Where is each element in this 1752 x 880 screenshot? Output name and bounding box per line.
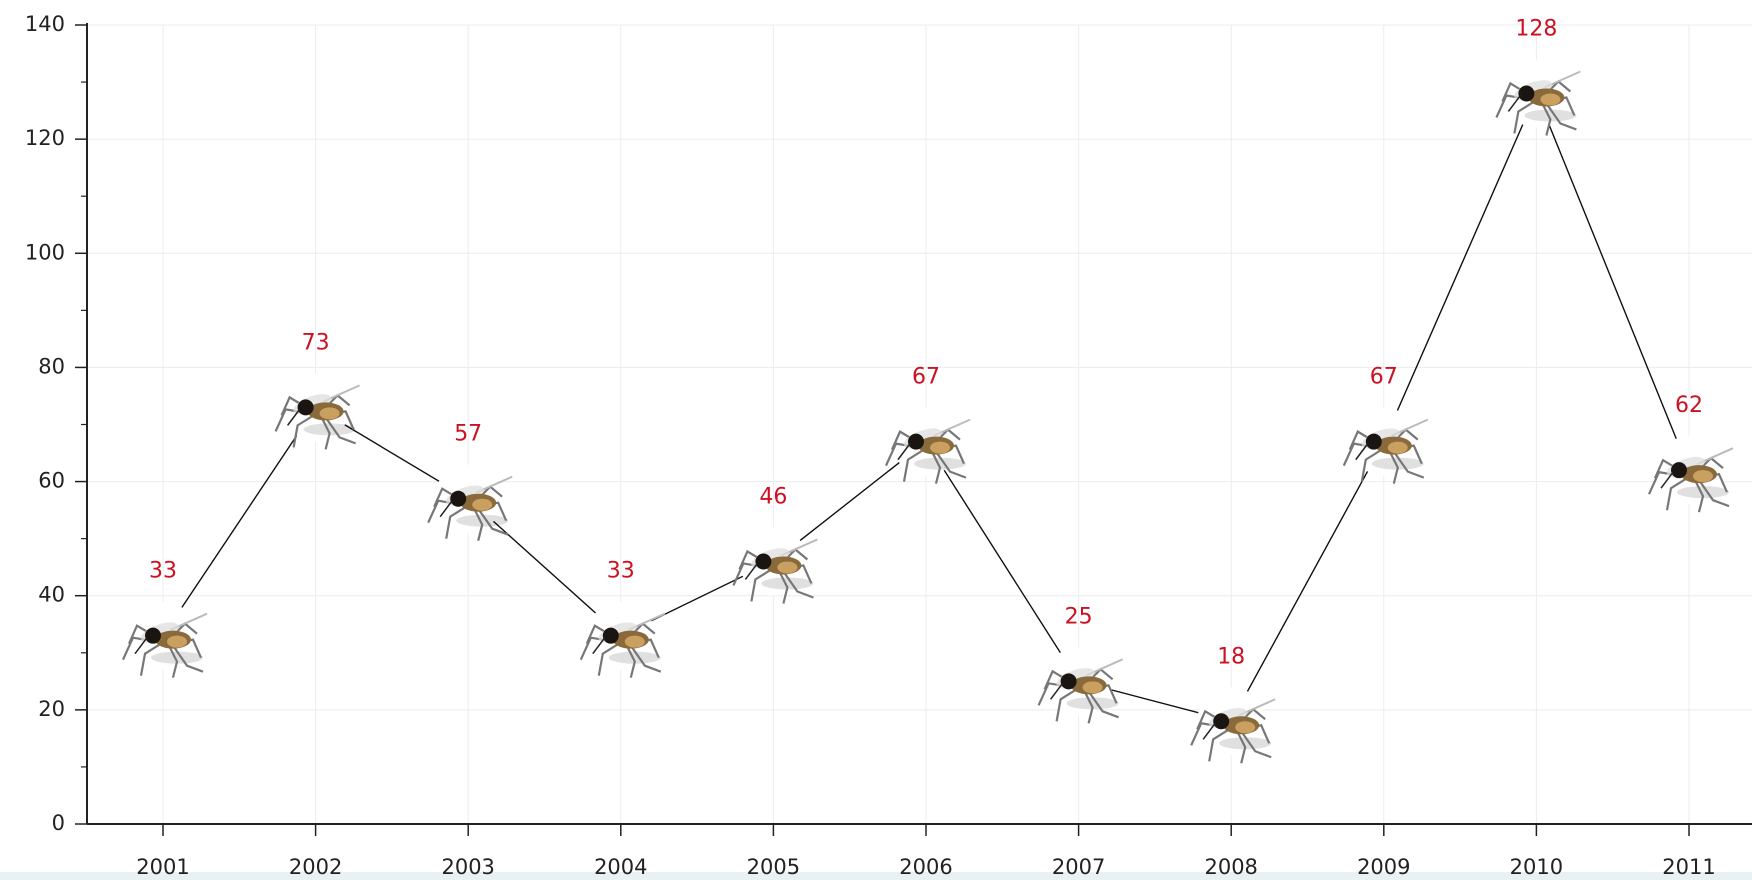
x-tick-label: 2004 <box>594 855 647 879</box>
x-tick-label: 2001 <box>136 855 189 879</box>
x-tick-label: 2005 <box>747 855 800 879</box>
y-tick-label: 40 <box>38 583 65 607</box>
x-tick-label: 2011 <box>1662 855 1715 879</box>
value-label: 67 <box>912 365 940 390</box>
value-label: 57 <box>454 422 482 447</box>
value-label: 128 <box>1515 16 1557 41</box>
value-label: 67 <box>1370 365 1398 390</box>
x-tick-label: 2009 <box>1357 855 1410 879</box>
y-tick-label: 100 <box>25 240 65 264</box>
y-tick-label: 20 <box>38 697 65 721</box>
bottom-strip <box>0 872 1752 880</box>
y-tick-label: 80 <box>38 354 65 378</box>
value-label: 62 <box>1675 393 1703 418</box>
x-tick-label: 2008 <box>1204 855 1257 879</box>
x-tick-label: 2006 <box>899 855 952 879</box>
x-tick-label: 2010 <box>1510 855 1563 879</box>
value-label: 25 <box>1065 604 1093 629</box>
x-tick-label: 2002 <box>289 855 342 879</box>
x-tick-label: 2007 <box>1052 855 1105 879</box>
y-tick-label: 120 <box>25 126 65 150</box>
value-label: 46 <box>759 484 787 509</box>
value-label: 33 <box>149 559 177 584</box>
y-tick-label: 140 <box>25 12 65 36</box>
value-label: 33 <box>607 559 635 584</box>
x-tick-label: 2003 <box>441 855 494 879</box>
value-label: 73 <box>302 330 330 355</box>
y-tick-label: 0 <box>52 811 65 835</box>
y-tick-label: 60 <box>38 469 65 493</box>
value-label: 18 <box>1217 644 1245 669</box>
